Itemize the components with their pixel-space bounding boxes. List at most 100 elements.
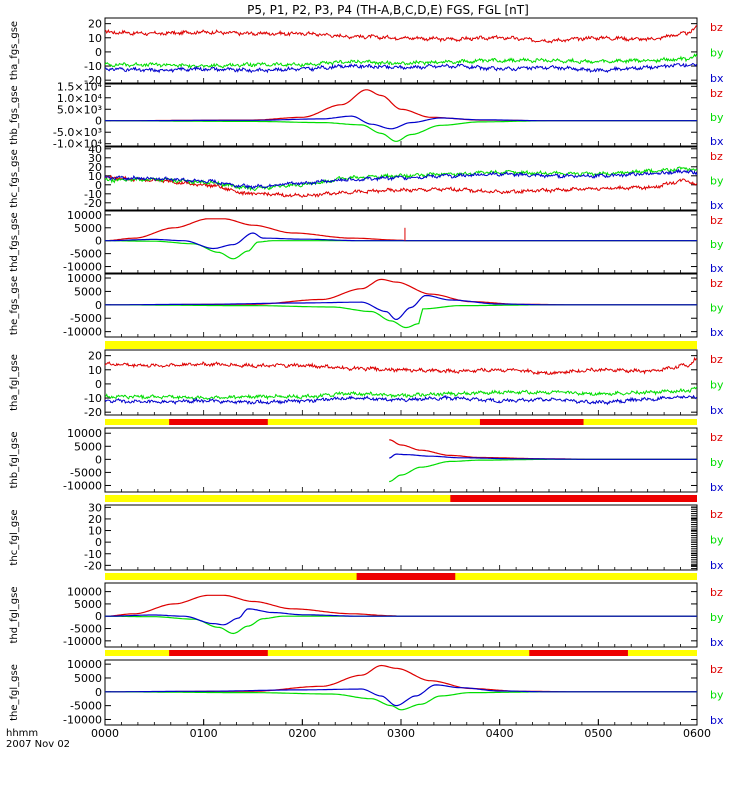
y-tick-label: 30 — [88, 501, 102, 514]
panel-frame — [104, 17, 698, 84]
legend-bz: bz — [710, 150, 723, 163]
series-bx — [105, 115, 697, 130]
y-tick-label: 5000 — [74, 598, 102, 611]
y-tick-label: 40 — [88, 143, 102, 156]
legend-bx: bx — [710, 72, 724, 85]
legend-by: by — [710, 534, 724, 547]
legend-by: by — [710, 47, 724, 60]
series-bz — [105, 278, 697, 306]
y-axis-label: the_fgs_gse — [9, 276, 20, 335]
chart-title: P5, P1, P2, P3, P4 (TH-A,B,C,D,E) FGS, F… — [247, 3, 529, 17]
y-tick-label: -10 — [84, 392, 102, 405]
series-bx — [105, 684, 697, 707]
status-bar — [105, 650, 697, 656]
x-tick-label: 0000 — [91, 727, 119, 740]
legend-by: by — [710, 456, 724, 469]
y-tick-label: -5000 — [70, 466, 102, 479]
panel-frame — [104, 427, 698, 493]
y-tick-label: 0 — [95, 610, 102, 623]
status-bad-segment — [450, 495, 697, 502]
footer-time-label: hhmm — [6, 728, 38, 739]
y-tick-label: 0 — [95, 235, 102, 248]
y-tick-label: -10 — [84, 188, 102, 201]
legend-by: by — [710, 379, 724, 392]
y-axis-label: thc_fgl_gse — [9, 509, 20, 565]
legend-bx: bx — [710, 135, 724, 148]
y-tick-label: -10000 — [63, 326, 102, 339]
y-tick-label: -5000 — [70, 248, 102, 261]
y-tick-label: -20 — [84, 406, 102, 419]
legend-bx: bx — [710, 199, 724, 212]
series-bx — [105, 168, 697, 190]
x-tick-label: 0200 — [288, 727, 316, 740]
y-tick-label: 20 — [88, 18, 102, 31]
y-tick-label: 10 — [88, 170, 102, 183]
y-tick-label: -5000 — [70, 700, 102, 713]
status-bad-segment — [479, 419, 584, 425]
y-tick-label: 10000 — [67, 658, 102, 671]
legend-bx: bx — [710, 481, 724, 494]
y-tick-label: -5.0×10³ — [53, 126, 102, 139]
y-axis-label: tha_fgl_gse — [9, 354, 20, 411]
legend-bz: bz — [710, 277, 723, 290]
series-bz — [105, 664, 697, 693]
y-tick-label: 0 — [95, 536, 102, 549]
time-axis: 0000 0100 0200 0300 0400 0500 0600 — [91, 78, 711, 740]
series-bz — [105, 174, 697, 198]
y-tick-label: 10 — [88, 364, 102, 377]
y-tick-label: 10 — [88, 525, 102, 538]
panel-frame — [104, 349, 698, 416]
y-axis-label: thd_fgs_gse — [9, 212, 20, 271]
y-tick-label: 0 — [95, 378, 102, 391]
footer-date-label: 2007 Nov 02 — [6, 739, 70, 750]
panel-frame — [104, 83, 698, 147]
legend-bz: bz — [710, 508, 723, 521]
y-tick-label: 30 — [88, 152, 102, 165]
panel-frame — [104, 210, 698, 274]
legend-bz: bz — [710, 21, 723, 34]
legend-by: by — [710, 111, 724, 124]
status-bar — [105, 341, 697, 349]
legend-by: by — [710, 302, 724, 315]
series-by — [105, 691, 697, 711]
series-bx — [105, 232, 697, 250]
y-tick-label: 0 — [95, 46, 102, 59]
status-ok-segment — [105, 341, 697, 349]
series-bx — [105, 608, 697, 626]
legend-bz: bz — [710, 586, 723, 599]
y-tick-label: -20 — [84, 559, 102, 572]
legend-by: by — [710, 611, 724, 624]
legend-bx: bx — [710, 326, 724, 339]
legend-bx: bx — [710, 559, 724, 572]
legend-bx: bx — [710, 262, 724, 275]
y-axis-label: thc_fgs_gse — [9, 149, 20, 208]
y-tick-label: -10 — [84, 548, 102, 561]
series-by — [105, 53, 697, 69]
status-ok-segment — [105, 419, 697, 425]
y-tick-label: -5000 — [70, 312, 102, 325]
status-ok-segment — [105, 495, 697, 502]
series-bx — [105, 394, 697, 406]
y-tick-label: -1.0×10⁴ — [53, 138, 103, 151]
legend-by: by — [710, 689, 724, 702]
y-axis-label: tha_fgs_gse — [9, 21, 20, 80]
y-tick-label: -10000 — [63, 713, 102, 726]
legend-bx: bx — [710, 404, 724, 417]
y-tick-label: 5000 — [74, 222, 102, 235]
y-tick-label: 10000 — [67, 209, 102, 222]
status-bad-segment — [529, 650, 628, 656]
status-bar — [105, 573, 697, 580]
x-tick-label: 0300 — [387, 727, 415, 740]
y-axis-label: thd_fgl_gse — [9, 587, 20, 644]
legend-bz: bz — [710, 87, 723, 100]
y-tick-label: 0 — [95, 453, 102, 466]
